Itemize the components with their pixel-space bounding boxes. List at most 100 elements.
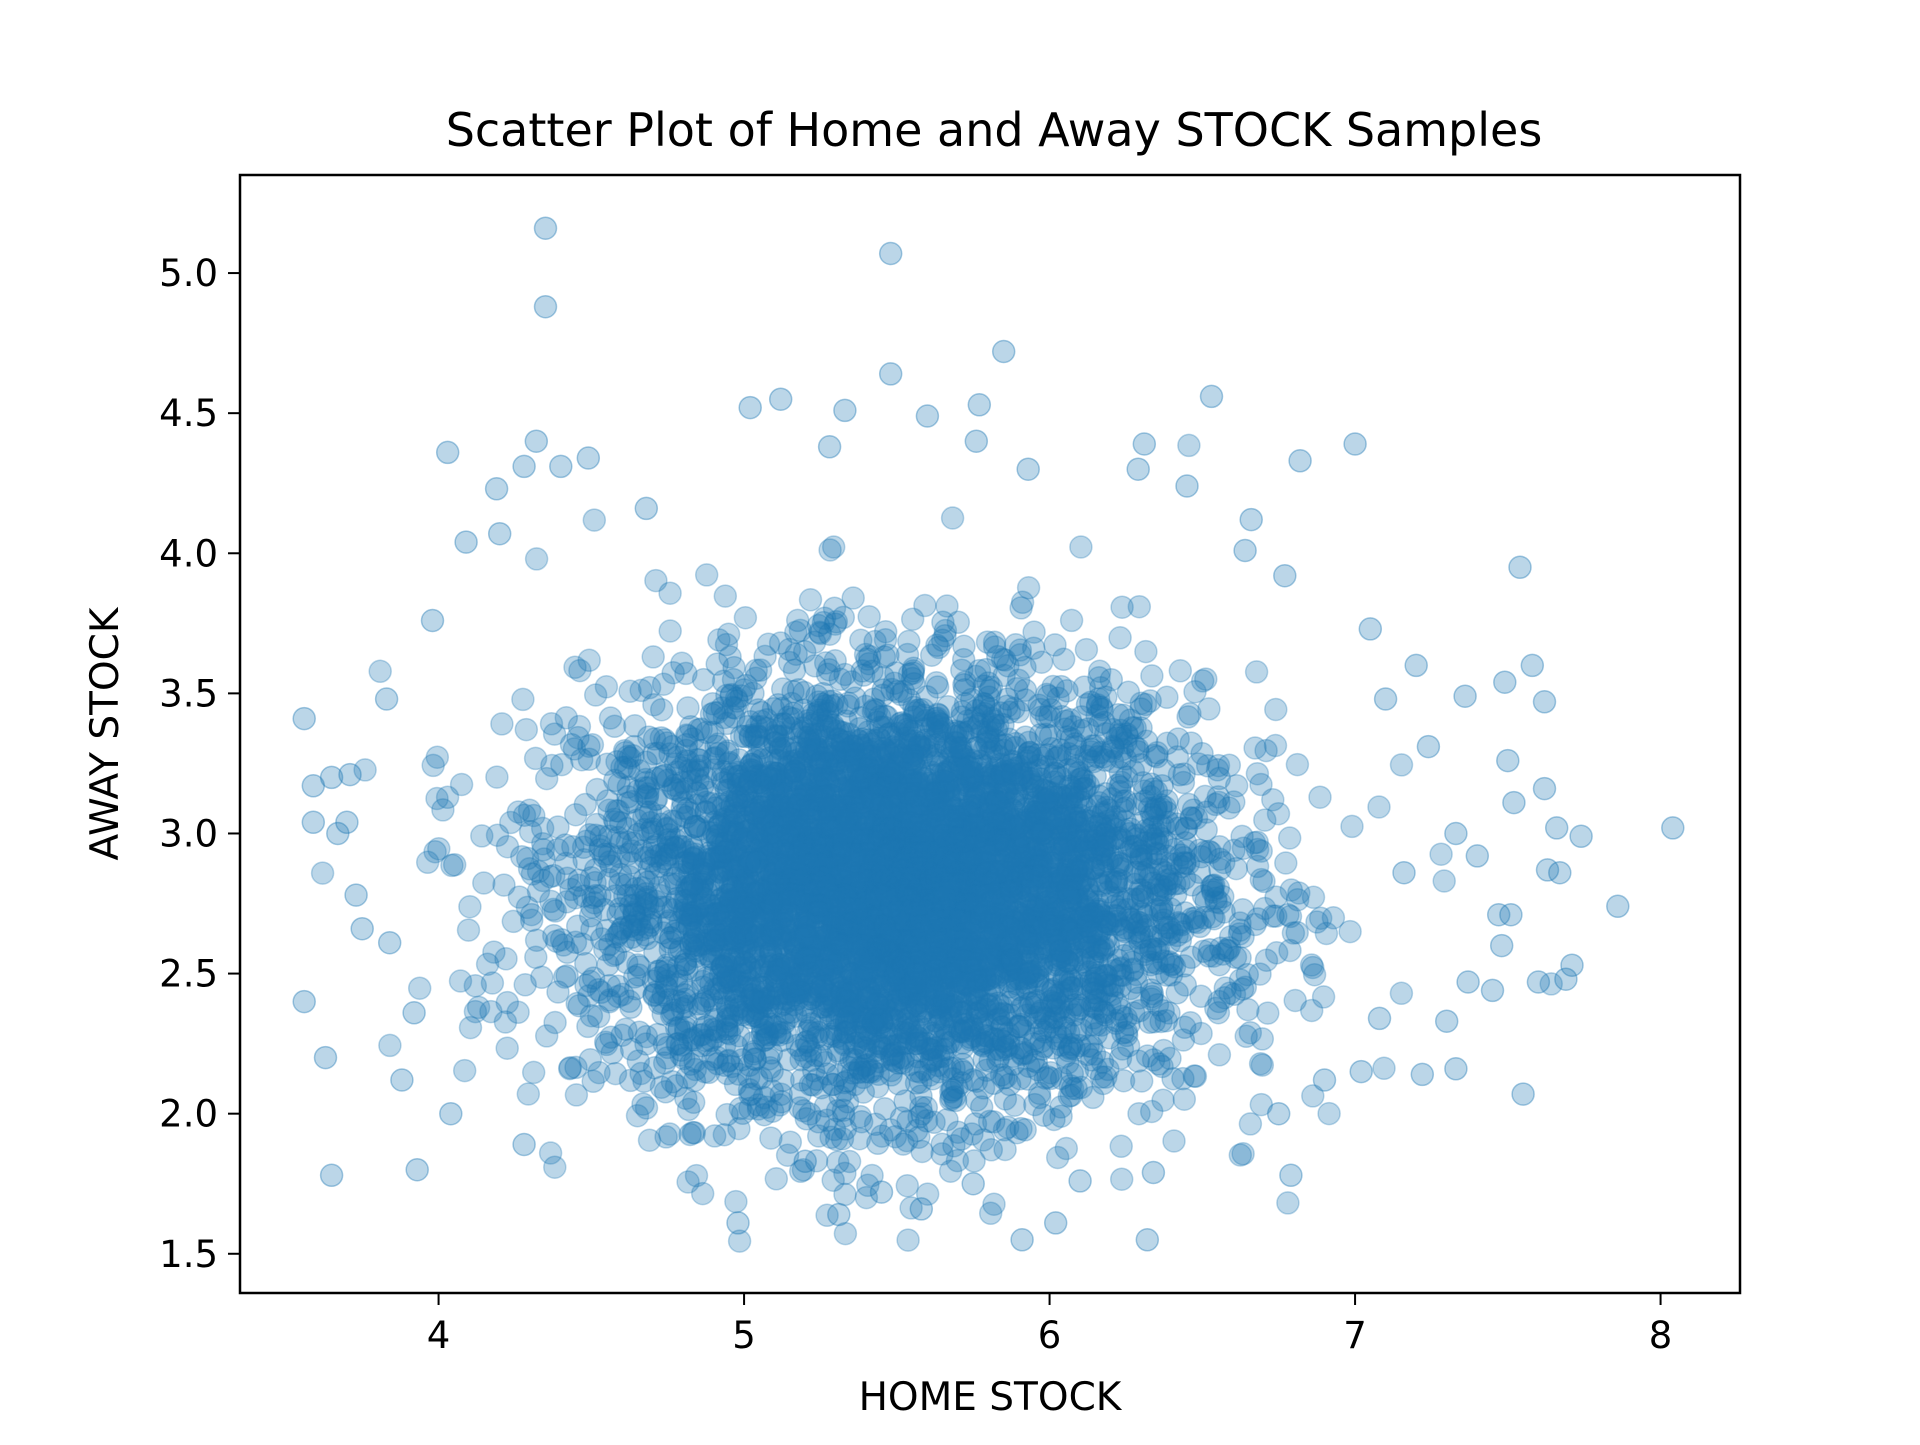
scatter-point — [1276, 1191, 1300, 1215]
scatter-point — [784, 811, 809, 835]
scatter-point — [1429, 842, 1453, 866]
scatter-point — [701, 720, 725, 745]
scatter-point — [1155, 685, 1179, 710]
scatter-point — [368, 659, 392, 684]
scatter-point — [984, 718, 1009, 743]
scatter-point — [583, 683, 608, 707]
scatter-point — [569, 747, 594, 772]
scatter-point — [694, 563, 719, 587]
scatter-point — [521, 1060, 546, 1085]
scatter-point — [720, 848, 744, 872]
scatter-point — [899, 834, 923, 858]
scatter-point — [691, 667, 716, 692]
scatter-point — [897, 629, 921, 654]
scatter-point — [463, 974, 488, 998]
scatter-point — [623, 893, 647, 918]
scatter-point — [1029, 901, 1053, 926]
scatter-point — [940, 506, 965, 530]
scatter-point — [1002, 1093, 1027, 1117]
scatter-point — [452, 1058, 477, 1083]
scatter-point — [543, 1155, 567, 1179]
chart-title: Scatter Plot of Home and Away STOCK Samp… — [446, 103, 1543, 157]
scatter-point — [1134, 729, 1159, 754]
scatter-point — [1234, 1024, 1258, 1049]
scatter-point — [1055, 979, 1080, 1003]
scatter-point — [1162, 1129, 1186, 1153]
scatter-point — [676, 696, 700, 720]
scatter-point — [965, 907, 990, 931]
scatter-point — [758, 939, 783, 964]
scatter-point — [1008, 1014, 1032, 1039]
scatter-point — [946, 1120, 970, 1144]
scatter-point — [1256, 1001, 1280, 1025]
scatter-point — [463, 999, 488, 1024]
scatter-point — [681, 1120, 705, 1145]
scatter-point — [943, 807, 968, 831]
scatter-point — [1074, 744, 1098, 769]
scatter-point — [1140, 664, 1164, 688]
scatter-point — [1254, 738, 1278, 763]
scatter-point — [632, 817, 657, 842]
scatter-point — [1059, 608, 1084, 633]
scatter-point — [700, 1017, 724, 1042]
scatter-point — [997, 1072, 1022, 1097]
scatter-point — [837, 778, 862, 803]
scatter-point — [724, 1189, 748, 1214]
scatter-point — [582, 508, 607, 532]
scatter-point — [713, 584, 738, 608]
scatter-point — [581, 885, 605, 910]
scatter-point — [1261, 787, 1285, 812]
scatter-point — [837, 1149, 862, 1174]
scatter-point — [723, 1072, 748, 1097]
scatter-point — [495, 1036, 519, 1060]
scatter-point — [902, 705, 926, 729]
scatter-point — [1172, 1087, 1197, 1111]
scatter-point — [728, 962, 752, 987]
scatter-point — [762, 884, 786, 908]
scatter-point — [458, 894, 482, 919]
scatter-point — [952, 672, 976, 697]
scatter-point — [1022, 901, 1047, 925]
scatter-point — [658, 619, 682, 643]
scatter-point — [310, 861, 335, 885]
scatter-point — [1231, 1142, 1255, 1166]
scatter-point — [993, 844, 1017, 869]
scatter-point — [653, 1080, 678, 1104]
scatter-point — [828, 667, 853, 692]
scatter-point — [1285, 752, 1310, 777]
scatter-point — [891, 1132, 915, 1156]
scatter-point — [741, 1003, 765, 1028]
scatter-point — [749, 794, 773, 819]
scatter-point — [841, 586, 865, 610]
scatter-point — [832, 1070, 857, 1095]
scatter-point — [658, 1122, 682, 1146]
scatter-point — [485, 765, 509, 789]
scatter-point — [1340, 814, 1364, 839]
scatter-point — [918, 976, 942, 1001]
scatter-point — [776, 781, 800, 806]
scatter-point — [833, 662, 857, 687]
scatter-point — [1129, 1069, 1154, 1093]
scatter-point — [883, 1034, 907, 1058]
scatter-point — [945, 1148, 970, 1173]
scatter-point — [641, 645, 665, 669]
scatter-point — [618, 679, 642, 704]
scatter-point — [824, 842, 849, 867]
scatter-point — [733, 605, 758, 630]
scatter-point — [514, 717, 539, 742]
scatter-point — [634, 1096, 659, 1120]
scatter-point — [1035, 818, 1059, 842]
scatter-point — [555, 963, 579, 988]
scatter-point — [1367, 795, 1391, 819]
scatter-point — [798, 588, 823, 612]
scatter-point — [1134, 639, 1158, 664]
scatter-point — [948, 847, 972, 871]
scatter-point — [563, 655, 587, 680]
scatter-point — [764, 1167, 789, 1191]
scatter-point — [499, 810, 523, 835]
scatter-point — [896, 1228, 920, 1252]
scatter-point — [1151, 1088, 1175, 1112]
scatter-point — [857, 930, 882, 955]
scatter-point — [763, 1022, 788, 1047]
scatter-point — [1026, 1058, 1050, 1082]
